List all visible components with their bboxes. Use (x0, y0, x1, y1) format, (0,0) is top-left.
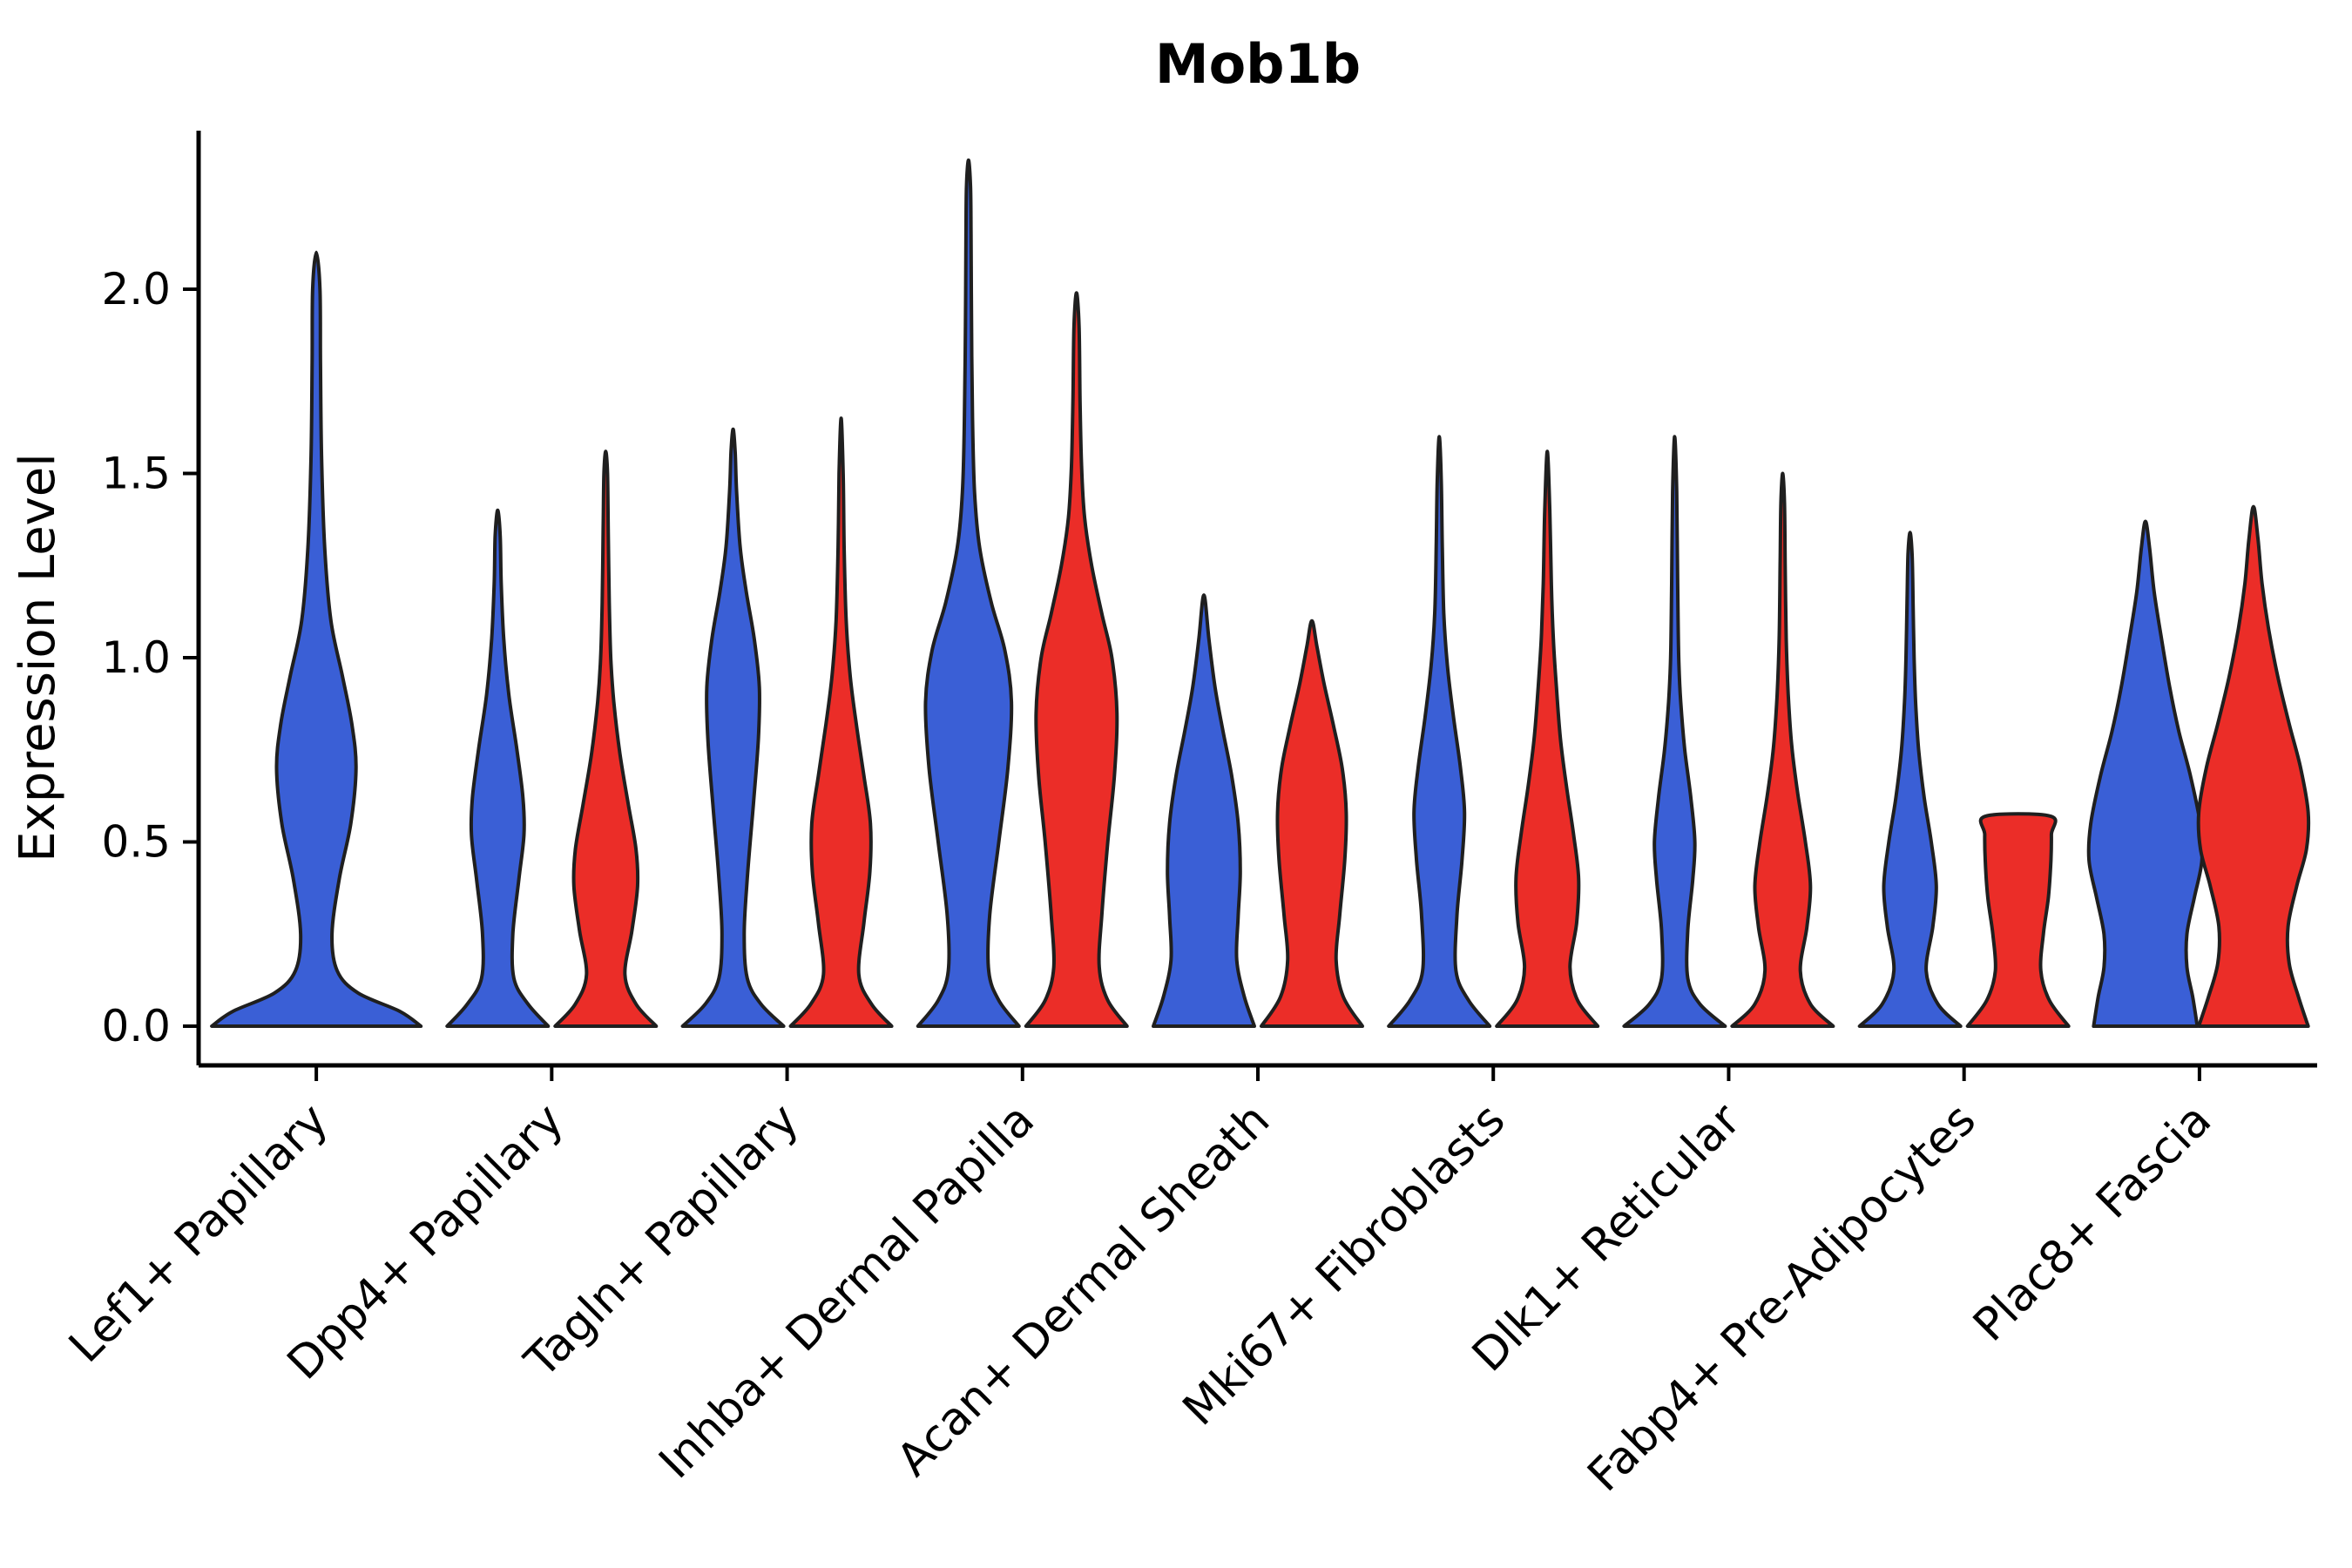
violin-red-Mki67+ Fibroblasts (1495, 449, 1600, 1028)
violin-red-Acan+ Dermal Sheath (1260, 618, 1364, 1028)
violin-red-Plac8+ Fascia (2196, 504, 2311, 1028)
x-tick-label: Inhba+ Dermal Papilla (649, 1094, 1044, 1489)
violin-blue-Plac8+ Fascia (2086, 519, 2205, 1028)
y-tick-label: 1.0 (101, 632, 171, 683)
violin-blue-Lef1+ Papillary (210, 250, 423, 1028)
y-tick-label: 1.5 (101, 449, 171, 499)
y-tick-label: 0.0 (101, 1001, 171, 1051)
x-tick-label: Acan+ Dermal Sheath (888, 1094, 1281, 1487)
violin-layer (210, 158, 2311, 1028)
violin-blue-Tagln+ Papillary (680, 427, 786, 1028)
violin-blue-Inhba+ Dermal Papilla (916, 158, 1021, 1028)
y-tick-label: 2.0 (101, 264, 171, 314)
violin-red-Inhba+ Dermal Papilla (1024, 291, 1129, 1028)
y-tick-label: 0.5 (101, 817, 171, 868)
violin-red-Dlk1+ Reticular (1730, 471, 1835, 1028)
x-tick-label: Plac8+ Fascia (1963, 1094, 2221, 1352)
violin-red-Tagln+ Papillary (788, 416, 894, 1028)
violin-red-Fabp4+ Pre-Adipocytes (1965, 812, 2071, 1028)
violin-blue-Acan+ Dermal Sheath (1152, 593, 1256, 1028)
y-axis-label: Expression Level (10, 453, 66, 862)
x-tick-label: Fabp4+ Pre-Adipocytes (1578, 1094, 1986, 1502)
violin-red-Dpp4+ Papillary (553, 449, 659, 1028)
violin-blue-Mki67+ Fibroblasts (1387, 435, 1492, 1028)
violin-blue-Fabp4+ Pre-Adipocytes (1857, 531, 1963, 1028)
violin-blue-Dpp4+ Papillary (445, 508, 551, 1028)
chart-title: Mob1b (1155, 32, 1361, 96)
violin-blue-Dlk1+ Reticular (1622, 435, 1727, 1028)
x-tick-label: Lef1+ Papillary (59, 1094, 338, 1373)
